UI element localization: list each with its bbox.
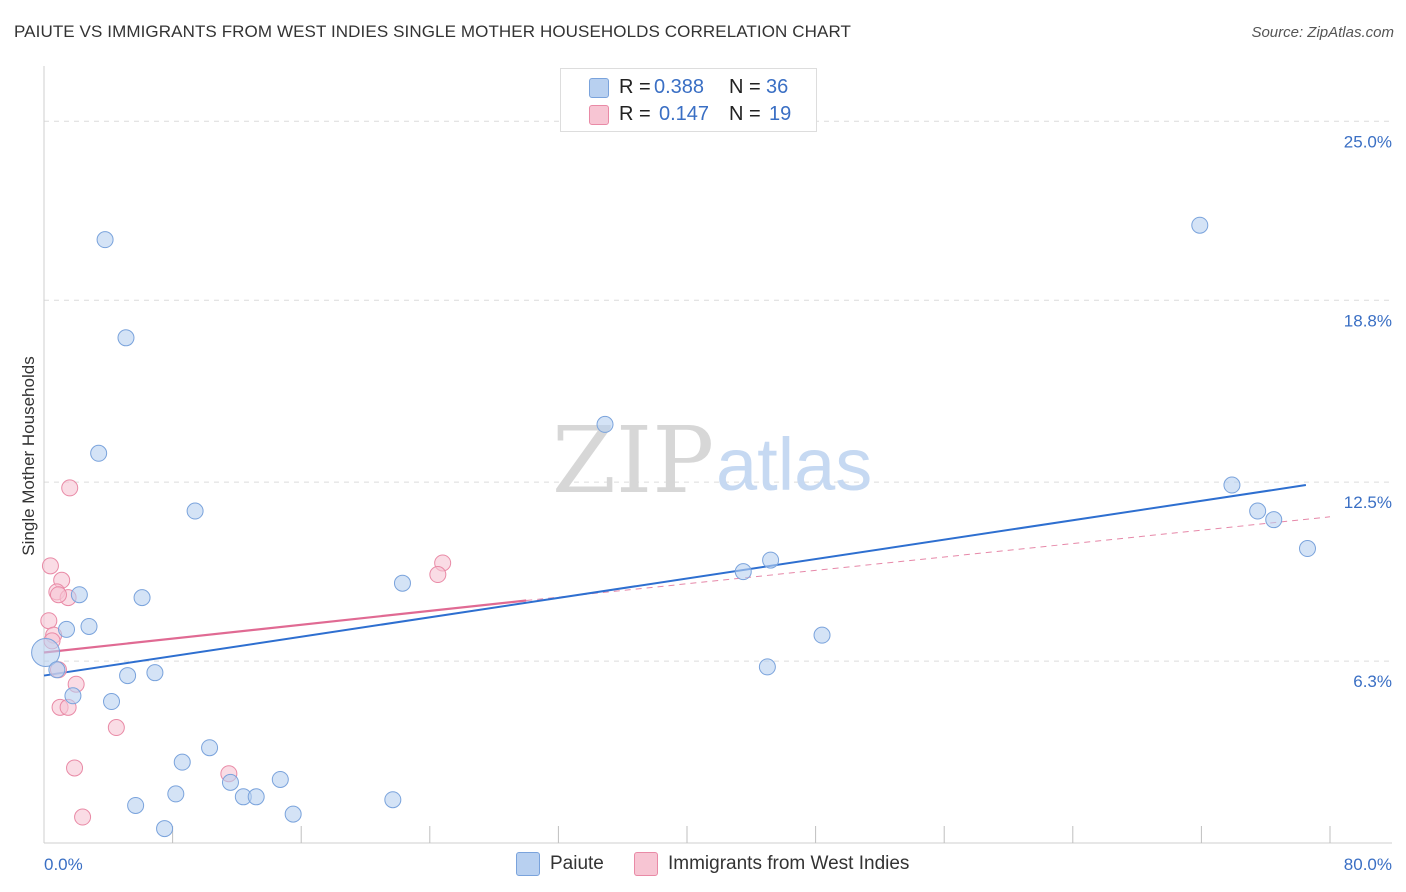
point-west-indies bbox=[429, 566, 447, 584]
bottom-legend-paiute: Paiute bbox=[516, 852, 604, 876]
y-tick-label: 18.8% bbox=[1344, 311, 1392, 330]
watermark-zip: ZIP bbox=[552, 407, 714, 514]
trend-line-paiute bbox=[43, 484, 1307, 677]
y-tick-label: 25.0% bbox=[1344, 132, 1392, 151]
point-paiute bbox=[221, 773, 239, 791]
point-paiute bbox=[119, 667, 137, 685]
point-paiute bbox=[48, 661, 66, 679]
point-paiute bbox=[146, 664, 164, 682]
point-paiute bbox=[734, 563, 752, 581]
point-west-indies bbox=[41, 557, 59, 575]
legend-swatch-blue bbox=[589, 78, 609, 98]
point-paiute bbox=[1191, 216, 1209, 234]
point-paiute bbox=[64, 687, 82, 705]
point-paiute bbox=[80, 617, 98, 635]
legend: R = 0.388 N = 36 R = 0.147 N = 19 bbox=[560, 68, 817, 132]
point-paiute bbox=[1249, 502, 1267, 520]
point-paiute bbox=[271, 770, 289, 788]
point-paiute bbox=[133, 589, 151, 607]
point-paiute bbox=[813, 626, 831, 644]
legend-n-label: N = bbox=[729, 102, 761, 125]
trend-line-west-indies bbox=[43, 599, 527, 654]
point-west-indies bbox=[49, 586, 67, 604]
watermark-atlas: atlas bbox=[716, 423, 872, 506]
point-paiute bbox=[117, 329, 135, 347]
point-paiute bbox=[127, 796, 145, 814]
point-paiute bbox=[762, 551, 780, 569]
x-tick-label: 0.0% bbox=[44, 855, 83, 874]
legend-r-value: 0.388 bbox=[654, 75, 705, 98]
point-paiute bbox=[173, 753, 191, 771]
legend-r-label: R = bbox=[619, 102, 651, 125]
y-axis-label: Single Mother Households bbox=[19, 356, 38, 555]
point-paiute bbox=[90, 444, 108, 462]
legend-n-value: 36 bbox=[766, 75, 789, 98]
bottom-legend-swatch-blue bbox=[516, 852, 540, 876]
source-label: Source: ZipAtlas.com bbox=[1251, 24, 1394, 41]
point-paiute bbox=[247, 788, 265, 806]
legend-n-label: N = bbox=[729, 75, 761, 98]
chart-title: PAIUTE VS IMMIGRANTS FROM WEST INDIES SI… bbox=[14, 22, 851, 41]
axes bbox=[43, 66, 1392, 844]
point-west-indies bbox=[107, 719, 125, 737]
point-paiute bbox=[103, 693, 121, 711]
point-west-indies bbox=[74, 808, 92, 826]
point-paiute bbox=[1265, 511, 1283, 529]
bottom-legend-swatch-pink bbox=[634, 852, 658, 876]
point-paiute bbox=[1223, 476, 1241, 494]
trend-lines bbox=[43, 484, 1331, 677]
legend-n-value: 19 bbox=[769, 102, 792, 125]
point-paiute bbox=[201, 739, 219, 757]
legend-r-label: R = bbox=[619, 75, 651, 98]
legend-row-west-indies: R = 0.147 N = 19 bbox=[589, 102, 809, 126]
grid-lines bbox=[44, 120, 1392, 662]
bottom-legend-label: Immigrants from West Indies bbox=[668, 853, 910, 874]
watermark: ZIP atlas bbox=[552, 407, 872, 514]
point-paiute bbox=[596, 415, 614, 433]
point-paiute bbox=[96, 231, 114, 249]
bottom-legend-label: Paiute bbox=[550, 853, 604, 874]
point-west-indies bbox=[66, 759, 84, 777]
data-points bbox=[31, 216, 1316, 838]
bottom-legend-west-indies: Immigrants from West Indies bbox=[634, 852, 909, 876]
point-paiute bbox=[758, 658, 776, 676]
trend-line-west-indies-extension bbox=[526, 516, 1331, 602]
point-paiute bbox=[58, 620, 76, 638]
y-tick-label: 6.3% bbox=[1353, 672, 1392, 691]
point-west-indies bbox=[61, 479, 79, 497]
x-tick-label: 80.0% bbox=[1344, 855, 1392, 874]
legend-swatch-pink bbox=[589, 105, 609, 125]
point-paiute bbox=[31, 637, 61, 667]
tick-labels: 6.3% 12.5% 18.8% 25.0% 0.0% 80.0% bbox=[44, 132, 1392, 874]
y-tick-label: 12.5% bbox=[1344, 493, 1392, 512]
point-paiute bbox=[1298, 540, 1316, 558]
point-west-indies bbox=[40, 612, 58, 630]
point-paiute bbox=[284, 805, 302, 823]
point-paiute bbox=[70, 586, 88, 604]
legend-row-paiute: R = 0.388 N = 36 bbox=[589, 75, 809, 99]
point-paiute bbox=[167, 785, 185, 803]
point-paiute bbox=[186, 502, 204, 520]
point-paiute bbox=[384, 791, 402, 809]
point-paiute bbox=[156, 820, 174, 838]
point-paiute bbox=[393, 574, 411, 592]
legend-r-value: 0.147 bbox=[659, 102, 710, 125]
